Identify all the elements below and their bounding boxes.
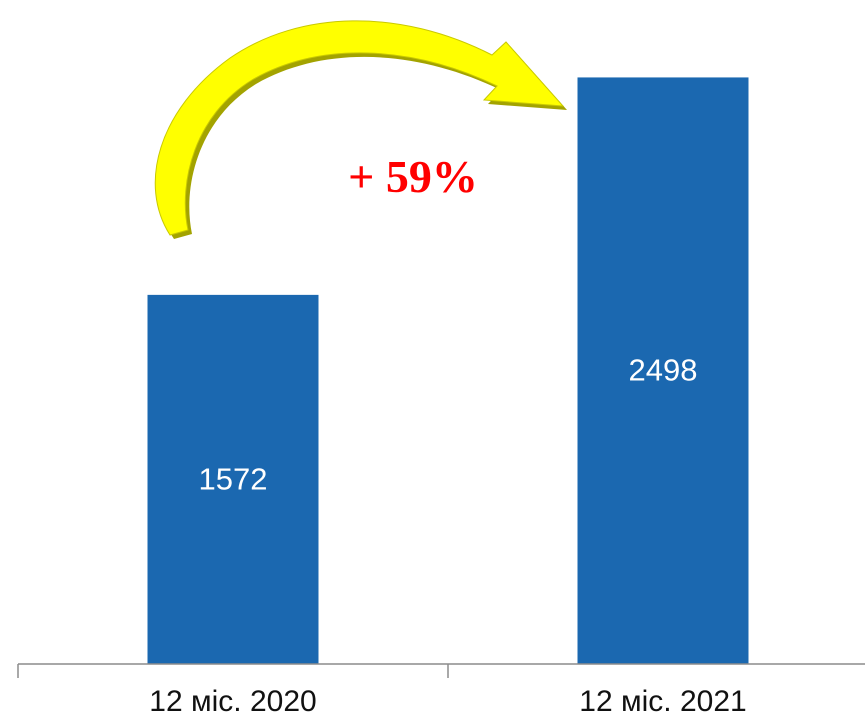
growth-percent-label: + 59% (348, 151, 478, 202)
growth-arrow-icon (154, 20, 567, 239)
x-axis-ticks (17, 664, 449, 678)
x-tick-label-1: 12 міс. 2020 (149, 685, 316, 717)
bar-value-label-1: 1572 (199, 461, 268, 496)
x-axis-tick-labels: 12 міс. 2020 12 міс. 2021 (149, 685, 746, 717)
bar-1 (147, 294, 319, 664)
bar-labels-group: 1572 2498 (199, 353, 698, 497)
bar-2 (577, 77, 749, 664)
bars-group (147, 77, 749, 664)
x-tick-label-2: 12 міс. 2021 (579, 685, 746, 717)
growth-arrow-shadow (159, 24, 567, 239)
bar-value-label-2: 2498 (629, 353, 698, 388)
growth-arrow-body (154, 20, 565, 236)
